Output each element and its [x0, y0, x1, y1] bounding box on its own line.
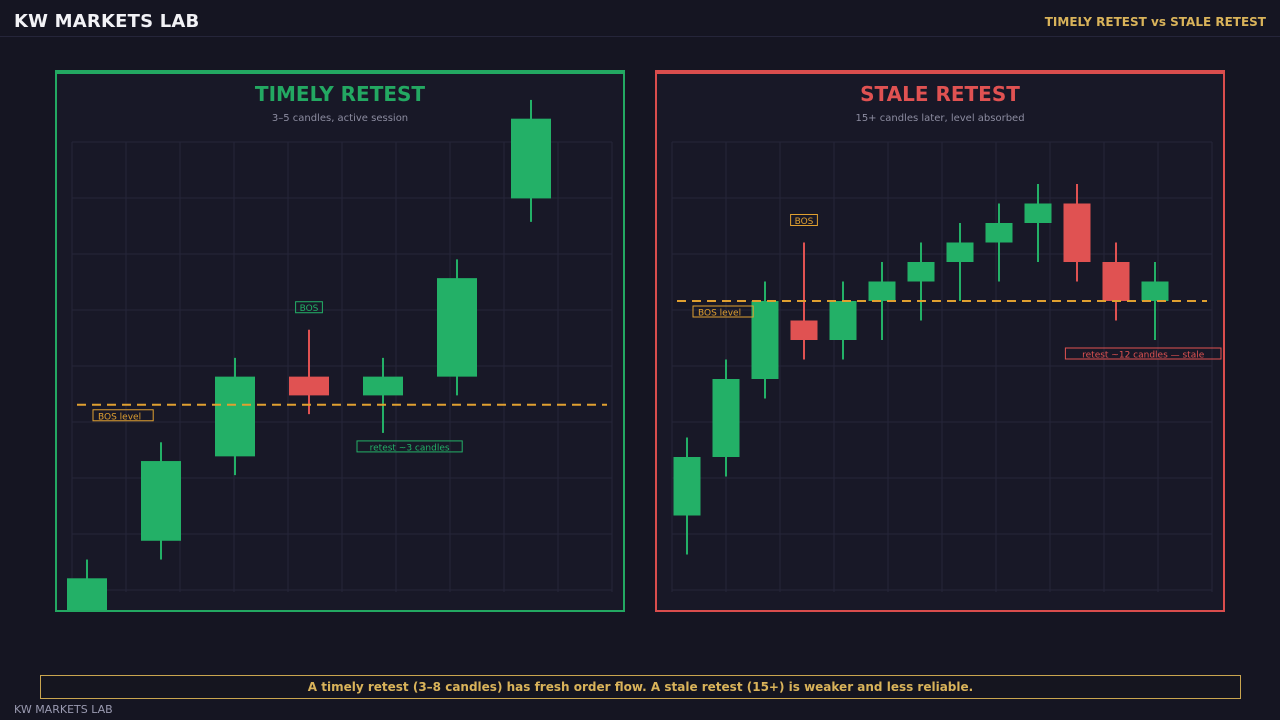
top-bar: KW MARKETS LAB TIMELY RETEST vs STALE RE… — [0, 0, 1280, 37]
timely-candle-body — [363, 376, 403, 396]
timely-candle-body — [437, 278, 477, 377]
footer-brand: KW MARKETS LAB — [14, 703, 113, 716]
stale-candle-body — [907, 262, 935, 282]
stale-candle-body — [946, 242, 974, 262]
brand-title: KW MARKETS LAB — [14, 11, 200, 32]
stale-candle-body — [790, 320, 818, 340]
stale-candle-body — [712, 379, 740, 457]
page-title: TIMELY RETEST vs STALE RETEST — [1044, 15, 1266, 29]
stale-candlestick-chart: BOS level BOS retest ~12 candles — stale — [671, 141, 1222, 592]
timely-candlestick-chart: BOS level BOS retest ~3 candles — [67, 99, 613, 610]
stale-candle-body — [1024, 203, 1052, 223]
stale-candle-body — [1102, 262, 1130, 301]
stale-annotation-box — [1064, 347, 1222, 360]
stale-candle-body — [1141, 281, 1169, 301]
timely-retest-panel: TIMELY RETEST 3–5 candles, active sessio… — [55, 70, 625, 612]
stale-candle-body — [868, 281, 896, 301]
stale-candle-body — [985, 223, 1013, 243]
stale-candle-body — [673, 457, 701, 516]
timely-candle-body — [289, 376, 329, 396]
stale-candle-body — [751, 301, 779, 379]
stale-bos-level-label: BOS level — [698, 309, 741, 319]
timely-bos-level-label: BOS level — [98, 412, 141, 422]
stale-candle-body — [829, 301, 857, 340]
stale-annotation-box — [790, 214, 818, 226]
timely-candle-body — [67, 578, 107, 610]
stale-annotation-label: BOS — [795, 217, 814, 227]
timely-bos-level-label-box — [92, 409, 154, 422]
timely-panel-subtitle: 3–5 candles, active session — [271, 113, 409, 124]
stale-annotation-label: retest ~12 candles — stale — [1082, 351, 1205, 361]
timely-annotation-box — [295, 301, 323, 314]
stale-retest-panel: STALE RETEST 15+ candles later, level ab… — [655, 70, 1225, 612]
stale-candle-body — [1063, 203, 1091, 262]
timely-annotation-label: retest ~3 candles — [370, 443, 450, 453]
timely-candle-body — [511, 118, 551, 199]
timely-annotation-label: BOS — [300, 304, 319, 314]
stale-panel-subtitle: 15+ candles later, level absorbed — [855, 113, 1025, 124]
timely-panel-title: TIMELY RETEST — [254, 82, 426, 106]
timely-candle-body — [215, 376, 255, 457]
stale-panel-title: STALE RETEST — [860, 82, 1020, 106]
stale-bos-level-label-box — [692, 305, 754, 318]
timely-grid — [71, 141, 613, 592]
footer-callout: A timely retest (3–8 candles) has fresh … — [40, 675, 1241, 699]
timely-annotation-box — [356, 440, 463, 453]
footer-message: A timely retest (3–8 candles) has fresh … — [307, 680, 974, 694]
timely-candle-body — [141, 461, 181, 541]
